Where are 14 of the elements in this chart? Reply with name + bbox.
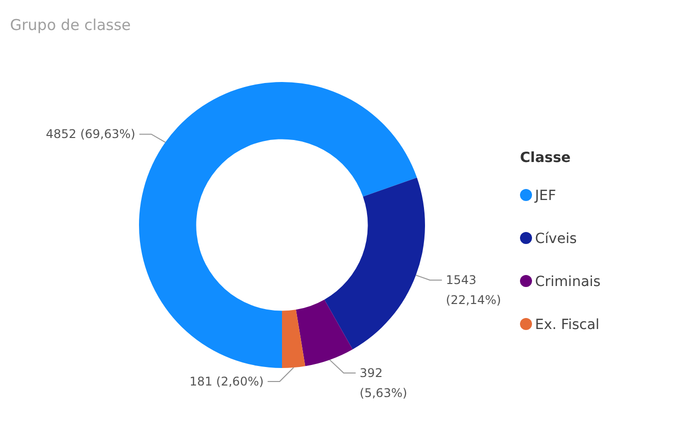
donut-slice <box>296 300 353 366</box>
donut-slice <box>324 178 425 350</box>
data-label: 181 (2,60%) <box>189 374 264 388</box>
donut-slice <box>282 310 306 368</box>
legend-label: JEF <box>534 188 556 204</box>
data-label: 1543 (22,14%) <box>446 273 502 308</box>
legend-label: Cíveis <box>535 231 577 247</box>
legend-title: Classe <box>520 150 571 166</box>
chart-title: Grupo de classe <box>10 16 131 34</box>
legend-label: Criminais <box>535 274 601 290</box>
donut-slice <box>139 82 417 368</box>
data-label: 392 (5,63%) <box>360 366 408 400</box>
legend-label: Ex. Fiscal <box>535 317 600 333</box>
data-label: 4852 (69,63%) <box>46 127 136 142</box>
